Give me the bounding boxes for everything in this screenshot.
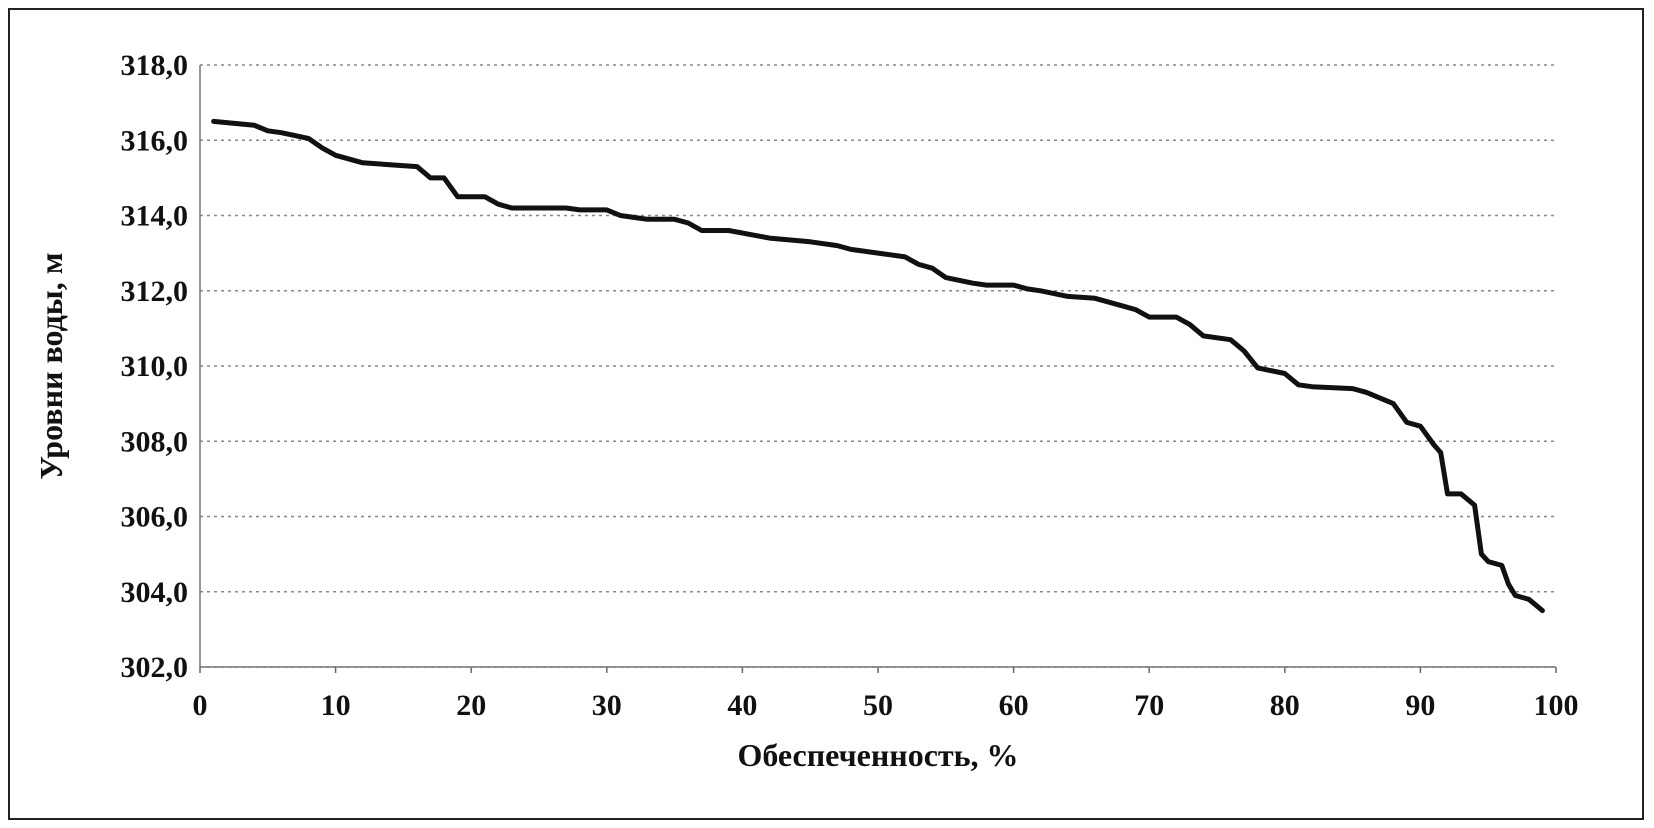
chart-frame [8,8,1644,820]
y-tick-label: 312,0 [121,275,189,308]
x-tick-label: 80 [1270,689,1300,722]
y-tick-labels: 302,0 304,0 306,0 308,0 310,0 312,0 314,0 316,0… [121,49,189,684]
x-tick-label: 60 [999,689,1029,722]
y-tick-label: 304,0 [121,576,189,609]
x-tick-label: 10 [321,689,351,722]
x-tick-label: 70 [1134,689,1164,722]
x-tick-label: 40 [727,689,757,722]
x-tick-label: 90 [1405,689,1435,722]
y-tick-label: 314,0 [121,200,189,233]
series [211,118,1545,614]
gridlines [200,64,1556,668]
x-axis-label: Обеспеченность, % [737,737,1018,773]
y-tick-label: 316,0 [121,124,189,157]
y-tick-label: 310,0 [121,350,189,383]
axes [199,65,1557,673]
y-tick-label: 302,0 [121,651,189,684]
x-tick-label: 0 [193,689,208,722]
x-tick-label: 100 [1534,689,1579,722]
x-tick-label: 50 [863,689,893,722]
y-tick-label: 308,0 [121,425,189,458]
y-tick-label: 306,0 [121,501,189,534]
y-tick-label: 318,0 [121,49,189,82]
x-tick-label: 20 [456,689,486,722]
series-line [211,118,1545,614]
x-tick-label: 30 [592,689,622,722]
x-tick-labels: 0 10 20 30 40 50 60 70 80 90 100 [193,689,1579,722]
y-axis-label: Уровни воды, м [33,252,69,479]
